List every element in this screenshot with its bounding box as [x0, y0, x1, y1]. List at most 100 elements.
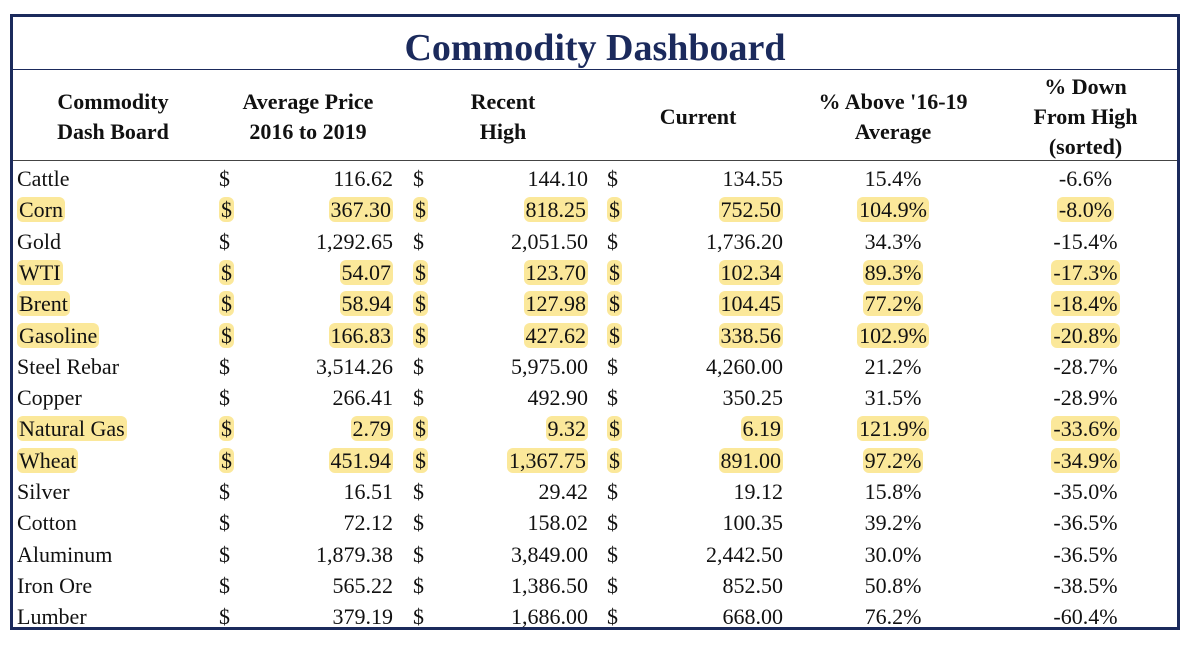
pct-above-average-text: 104.9% — [857, 197, 929, 223]
current-price: 102.34 — [633, 257, 783, 288]
avg-currency-text: $ — [219, 353, 230, 379]
high-currency: $ — [413, 445, 433, 476]
current-price-text: 891.00 — [718, 447, 783, 473]
avg-price-text: 1,879.38 — [316, 541, 393, 567]
commodity-name: Natural Gas — [17, 413, 207, 444]
current-price: 19.12 — [633, 476, 784, 507]
high-currency-text: $ — [413, 291, 428, 317]
avg-currency: $ — [219, 288, 239, 319]
avg-currency-text: $ — [219, 541, 230, 567]
header-average-price: Average Price 2016 to 2019 — [242, 89, 374, 144]
recent-high-text: 427.62 — [523, 322, 588, 348]
avg-currency-text: $ — [219, 479, 230, 504]
current-price-text: 350.25 — [722, 385, 784, 411]
pct-down-from-high: -36.5% — [1003, 539, 1168, 570]
high-currency-text: $ — [413, 197, 428, 223]
current-price-text: 338.56 — [718, 322, 783, 348]
avg-currency-text: $ — [219, 572, 230, 598]
recent-high-text: 3,849.00 — [511, 541, 588, 567]
high-currency-text: $ — [413, 385, 424, 411]
pct-down-from-high-text: -18.4% — [1051, 291, 1120, 317]
commodity-name: WTI — [17, 257, 207, 288]
commodity-name: Iron Ore — [17, 570, 207, 601]
pct-down-from-high-text: -38.5% — [1053, 572, 1118, 598]
current-currency: $ — [607, 194, 627, 225]
page-title: Commodity Dashboard — [404, 27, 786, 69]
header-recent-high: Recent High — [470, 89, 536, 144]
recent-high: 29.42 — [438, 476, 589, 507]
avg-currency: $ — [219, 351, 239, 382]
recent-high-text: 818.25 — [523, 197, 588, 223]
current-price: 6.19 — [633, 413, 783, 444]
current-currency: $ — [607, 476, 627, 507]
current-price-text: 6.19 — [740, 416, 783, 442]
pct-above-average-text: 21.2% — [864, 353, 922, 379]
avg-price: 1,292.65 — [243, 226, 393, 257]
commodity-name-text: Silver — [17, 479, 70, 504]
avg-currency: $ — [219, 226, 239, 257]
pct-down-from-high-text: -28.9% — [1053, 385, 1118, 411]
avg-currency: $ — [219, 163, 239, 194]
recent-high-text: 2,051.50 — [511, 228, 588, 254]
current-price: 752.50 — [633, 194, 783, 225]
pct-down-from-high: -28.7% — [1003, 351, 1168, 382]
recent-high: 9.32 — [438, 413, 588, 444]
commodity-name-text: Cotton — [17, 510, 77, 536]
high-currency: $ — [413, 320, 433, 351]
header-commodity: Commodity Dash Board — [57, 89, 169, 144]
avg-currency: $ — [219, 413, 239, 444]
pct-down-from-high: -38.5% — [1003, 570, 1168, 601]
pct-down-from-high: -28.9% — [1003, 382, 1168, 413]
high-currency-text: $ — [413, 604, 424, 630]
pct-down-from-high-text: -60.4% — [1053, 604, 1118, 630]
table-row: Gold $1,292.65 $2,051.50 $1,736.20 34.3% -15.… — [13, 226, 1177, 257]
avg-price: 72.12 — [243, 507, 394, 538]
commodity-name: Gold — [17, 226, 207, 257]
table-row: Steel Rebar $3,514.26 $5,975.00 $4,260.00 21… — [13, 351, 1177, 382]
current-price: 852.50 — [633, 570, 784, 601]
avg-price: 266.41 — [243, 382, 394, 413]
current-price-text: 668.00 — [722, 604, 784, 630]
table-row: Copper $266.41 $492.90 $350.25 31.5% -28.9% — [13, 382, 1177, 413]
avg-currency-text: $ — [219, 322, 234, 348]
commodity-name: Corn — [17, 194, 207, 225]
table-row: WTI $54.07 $123.70 $102.34 89.3% -17.3% — [13, 257, 1177, 288]
commodity-name: Wheat — [17, 445, 207, 476]
recent-high-text: 5,975.00 — [511, 353, 588, 379]
pct-down-from-high-text: -33.6% — [1051, 416, 1120, 442]
current-currency: $ — [607, 351, 627, 382]
pct-down-from-high-text: -36.5% — [1053, 510, 1118, 536]
avg-price: 367.30 — [243, 194, 393, 225]
pct-down-from-high-text: -34.9% — [1051, 447, 1120, 473]
commodity-name: Gasoline — [17, 320, 207, 351]
pct-above-average-text: 15.8% — [864, 479, 922, 504]
avg-currency: $ — [219, 539, 239, 570]
pct-above-average-text: 31.5% — [864, 385, 922, 411]
pct-above-average: 15.8% — [813, 476, 973, 507]
table-row: Iron Ore $565.22 $1,386.50 $852.50 50.8% -38.… — [13, 570, 1177, 601]
recent-high: 144.10 — [438, 163, 589, 194]
pct-down-from-high: -33.6% — [1003, 413, 1168, 444]
recent-high: 127.98 — [438, 288, 588, 319]
recent-high: 2,051.50 — [438, 226, 588, 257]
table-row: Corn $367.30 $818.25 $752.50 104.9% -8.0% — [13, 194, 1177, 225]
current-currency: $ — [607, 257, 627, 288]
avg-price-text: 166.83 — [328, 322, 393, 348]
high-currency-text: $ — [413, 228, 424, 254]
recent-high: 158.02 — [438, 507, 589, 538]
pct-above-average: 39.2% — [813, 507, 973, 538]
avg-currency: $ — [219, 320, 239, 351]
current-currency-text: $ — [607, 259, 622, 285]
high-currency-text: $ — [413, 572, 424, 598]
pct-above-average: 89.3% — [813, 257, 973, 288]
pct-above-average-text: 76.2% — [864, 604, 922, 630]
recent-high: 1,367.75 — [438, 445, 588, 476]
pct-above-average-text: 97.2% — [862, 447, 924, 473]
commodity-name-text: Iron Ore — [17, 572, 93, 598]
current-price-text: 2,442.50 — [706, 541, 783, 567]
avg-currency-text: $ — [219, 197, 234, 223]
current-price-text: 134.55 — [722, 166, 784, 191]
current-price-text: 102.34 — [718, 259, 783, 285]
current-price-text: 104.45 — [718, 291, 783, 317]
high-currency-text: $ — [413, 447, 428, 473]
